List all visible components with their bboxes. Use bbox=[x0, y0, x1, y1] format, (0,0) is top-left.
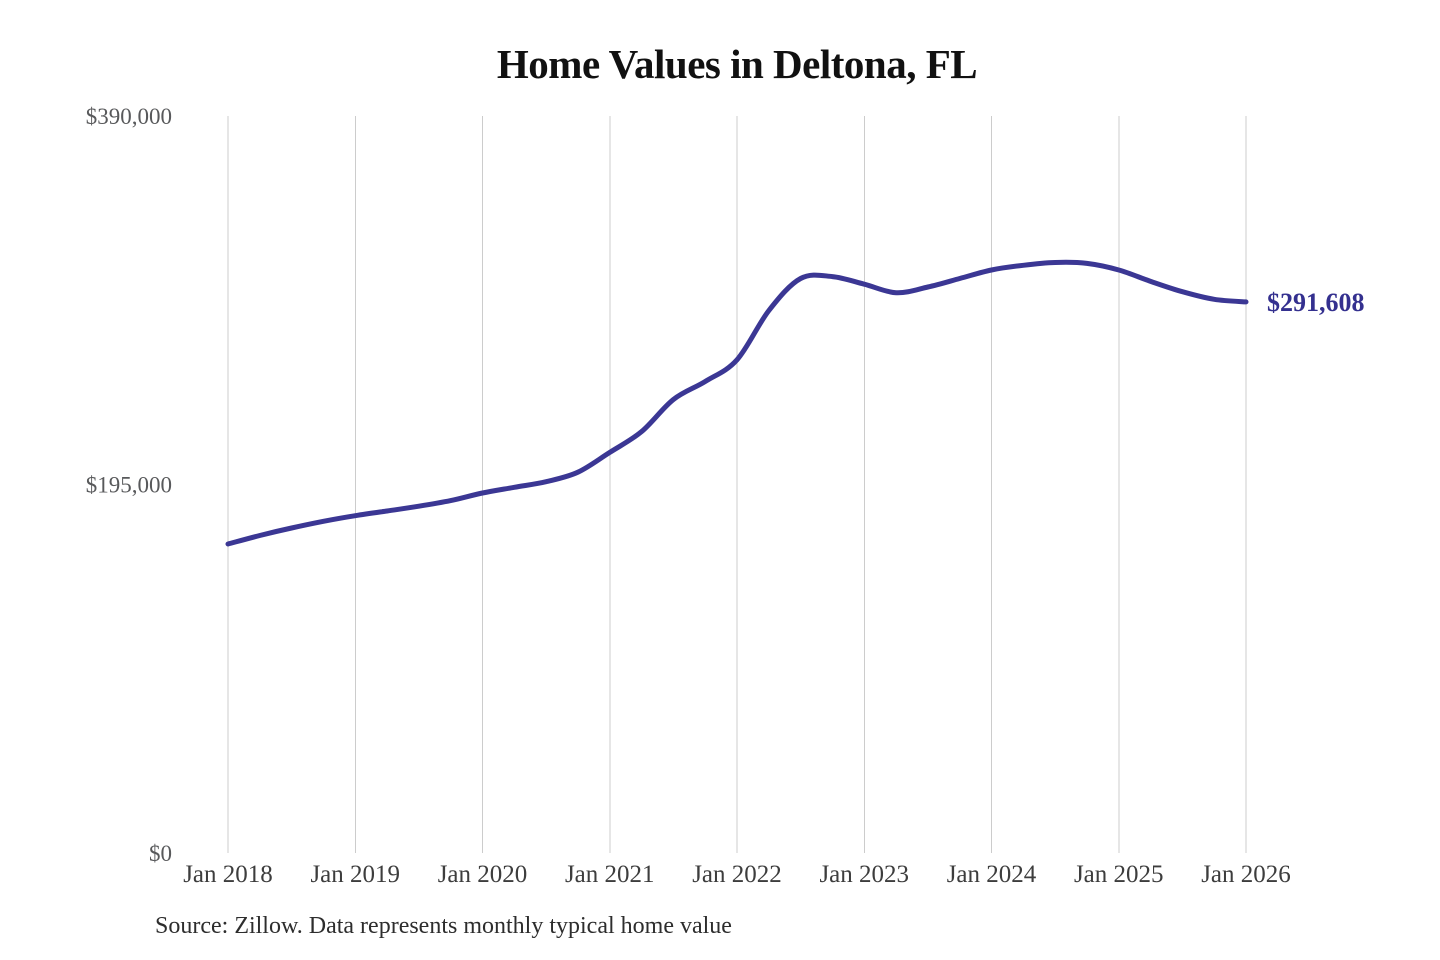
x-axis-tick-label: Jan 2024 bbox=[947, 861, 1037, 888]
x-axis-tick-label: Jan 2023 bbox=[819, 861, 909, 888]
current-value-label: $291,608 bbox=[1267, 288, 1365, 317]
x-axis-tick-label: Jan 2020 bbox=[438, 861, 528, 888]
x-axis-tick-label: Jan 2018 bbox=[183, 861, 273, 888]
x-axis-tick-label: Jan 2022 bbox=[692, 861, 782, 888]
source-note: Source: Zillow. Data represents monthly … bbox=[155, 913, 732, 939]
y-axis-tick-label: $195,000 bbox=[86, 473, 172, 498]
y-axis: $390,000 $195,000 $0 bbox=[86, 104, 172, 866]
x-axis-tick-label: Jan 2021 bbox=[565, 861, 655, 888]
x-axis-tick-label: Jan 2026 bbox=[1201, 861, 1291, 888]
y-axis-tick-label: $0 bbox=[149, 841, 172, 866]
y-axis-tick-label: $390,000 bbox=[86, 104, 172, 129]
chart-title: Home Values in Deltona, FL bbox=[496, 41, 978, 87]
x-axis-tick-label: Jan 2025 bbox=[1074, 861, 1164, 888]
x-axis: Jan 2018 Jan 2019 Jan 2020 Jan 2021 Jan 2022… bbox=[183, 861, 1291, 888]
home-value-line bbox=[225, 259, 1249, 547]
x-axis-tick-label: Jan 2019 bbox=[310, 861, 400, 888]
gridlines bbox=[227, 116, 1247, 853]
